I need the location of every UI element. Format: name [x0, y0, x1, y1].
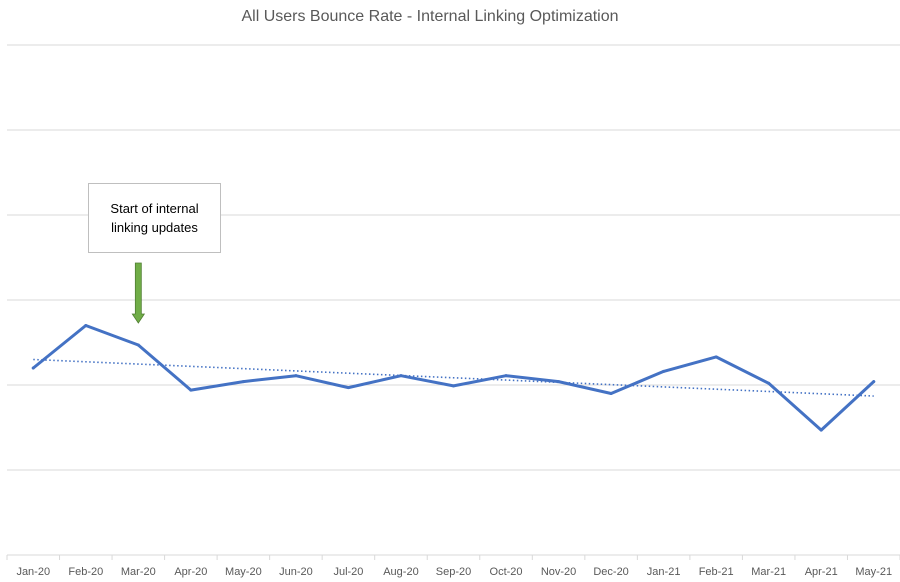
- data-point: [662, 369, 666, 373]
- x-tick-label: Mar-20: [121, 566, 156, 578]
- data-point: [714, 355, 718, 359]
- data-point: [872, 380, 876, 384]
- x-tick-label: Dec-20: [593, 566, 628, 578]
- series-lines: [31, 324, 876, 432]
- data-point: [136, 343, 140, 347]
- data-point: [819, 428, 823, 432]
- x-tick-labels: Jan-20 Feb-20 Mar-20 Apr-20 May-20 Jun-20 Jul-…: [16, 566, 892, 578]
- data-point: [189, 388, 193, 392]
- x-tick-label: May-21: [855, 566, 892, 578]
- data-point: [557, 380, 561, 384]
- trendline-path: [33, 358, 874, 397]
- data-point: [346, 386, 350, 390]
- gridlines: [7, 44, 900, 471]
- x-tick-label: Jun-20: [279, 566, 313, 578]
- data-point: [294, 374, 298, 378]
- down-arrow-icon: [131, 262, 146, 324]
- x-tick-label: Apr-20: [174, 566, 207, 578]
- trendline: [33, 358, 874, 397]
- x-tick-label: Feb-20: [68, 566, 103, 578]
- data-point: [504, 374, 508, 378]
- annotation-text: Start of internal linking updates: [110, 201, 199, 235]
- x-tick-label: Jan-20: [16, 566, 50, 578]
- data-point: [241, 380, 245, 384]
- data-point: [452, 384, 455, 388]
- x-tick-label: Jul-20: [333, 566, 363, 578]
- x-tick-label: May-20: [225, 566, 262, 578]
- data-point: [399, 374, 403, 378]
- annotation-arrow: [131, 262, 146, 324]
- data-point: [31, 366, 35, 370]
- x-tick-label: Nov-20: [541, 566, 576, 578]
- data-point: [84, 324, 88, 327]
- annotation-callout: Start of internal linking updates: [88, 183, 221, 253]
- x-axis: [6, 554, 900, 560]
- x-tick-label: Aug-20: [383, 566, 418, 578]
- x-tick-label: Sep-20: [436, 566, 471, 578]
- data-point: [767, 381, 771, 385]
- x-tick-label: Jan-21: [647, 566, 681, 578]
- x-tick-label: Oct-20: [490, 566, 523, 578]
- x-tick-label: Feb-21: [699, 566, 734, 578]
- x-tick-label: Mar-21: [751, 566, 786, 578]
- data-point: [609, 392, 613, 395]
- x-tick-label: Apr-21: [805, 566, 838, 578]
- chart-title: All Users Bounce Rate - Internal Linking…: [241, 8, 619, 25]
